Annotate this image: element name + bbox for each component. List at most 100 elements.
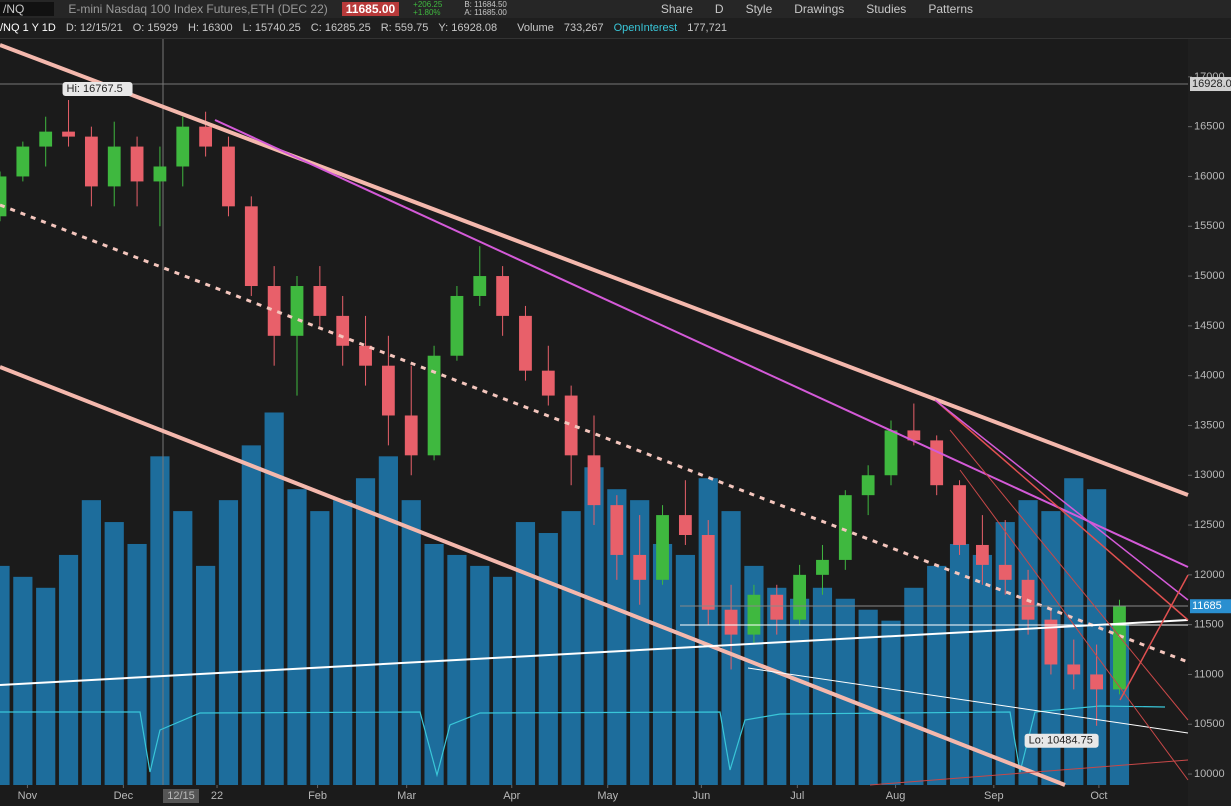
y-tick-label: 11500 <box>1194 619 1224 631</box>
toolbar-button[interactable]: Studies <box>866 2 907 16</box>
chart-title: /NQ 1 Y 1D <box>0 22 56 34</box>
hi-badge <box>62 82 133 97</box>
volume-bar <box>173 511 193 785</box>
trend-line <box>0 203 1189 664</box>
candle-body <box>39 131 53 147</box>
volume-bar <box>333 500 353 785</box>
candle-body <box>701 535 715 610</box>
candle-body <box>1044 619 1058 665</box>
toolbar-button[interactable]: D <box>714 2 724 16</box>
volume-bar <box>13 576 33 785</box>
x-tick-label: Oct <box>1090 790 1107 802</box>
candle-body <box>541 370 555 396</box>
candle-body <box>0 176 7 217</box>
trend-line <box>747 667 1189 734</box>
volume-bar <box>1087 489 1107 785</box>
symbol-input[interactable]: /NQ <box>0 2 55 16</box>
toolbar-buttons: Share D Style Drawings Studies Patterns <box>661 2 995 16</box>
volume-bar <box>196 565 216 785</box>
volume-bar <box>1018 500 1038 785</box>
y-tick-label: 10500 <box>1194 718 1225 730</box>
volume-bar <box>515 522 536 785</box>
open-interest-line <box>0 705 1166 778</box>
toolbar-button[interactable]: Drawings <box>794 2 845 16</box>
hi-label: Hi: 16767.5 <box>67 83 123 95</box>
candle-body <box>290 286 304 336</box>
x-tick-label: Sep <box>984 790 1004 802</box>
toolbar-button[interactable]: Patterns <box>928 2 974 16</box>
bid: B: 11684.50 <box>464 0 507 9</box>
ohlc-field: H: 16300 <box>187 22 233 34</box>
trend-line <box>0 619 1189 686</box>
candle-body <box>770 594 784 620</box>
trend-line <box>0 365 1066 787</box>
volume-bar <box>218 500 239 785</box>
candle-body <box>244 206 258 287</box>
candle-body <box>16 146 30 177</box>
toolbar-button[interactable]: Style <box>745 2 773 16</box>
candle-body <box>176 126 190 167</box>
candle-body <box>427 355 441 456</box>
info-bar: /NQ 1 Y 1D D: 12/15/21 O: 15929 H: 16300 L:… <box>0 18 1231 39</box>
candle-body <box>130 146 144 182</box>
candle-body <box>884 430 898 476</box>
crosshair-badge <box>163 789 199 803</box>
volume-bar <box>447 554 467 785</box>
y-tick-label: 16500 <box>1194 121 1225 133</box>
volume-bar <box>470 565 490 785</box>
volume-bar <box>995 522 1015 785</box>
price-marker-badge <box>1190 599 1231 614</box>
y-tick-label: 13500 <box>1194 419 1225 431</box>
x-tick-label: 22 <box>211 790 223 802</box>
y-tick-label: 15500 <box>1194 220 1225 232</box>
volume-bar <box>904 587 924 785</box>
toolbar-button[interactable]: Share <box>660 2 693 16</box>
x-tick-label: Feb <box>308 790 327 802</box>
y-tick-label: 15000 <box>1194 270 1225 282</box>
last-price: 11685.00 <box>341 2 400 16</box>
candle-body <box>450 295 464 356</box>
volume-bar <box>58 554 79 785</box>
oi-label: OpenInterest <box>613 22 678 34</box>
y-tick-label: 10000 <box>1194 768 1225 780</box>
candle-body <box>336 315 350 346</box>
candle-body <box>313 286 327 316</box>
trend-line <box>959 469 1189 781</box>
price-marker-label: 16928.08 <box>1192 78 1231 90</box>
crosshair-label: 12/15 <box>167 790 195 802</box>
volume-bar <box>652 543 673 785</box>
oi-value: 177,721 <box>687 22 727 34</box>
candle-body <box>953 485 966 545</box>
volume-bar <box>287 489 307 785</box>
candle-body <box>747 594 761 635</box>
change-pct: +1.80% <box>413 8 441 17</box>
candle-body <box>816 559 829 575</box>
volume-bar <box>881 620 901 785</box>
x-tick-label: Mar <box>397 790 416 802</box>
candle-body <box>793 574 807 620</box>
candle-body <box>633 554 647 580</box>
volume-bar <box>241 445 261 785</box>
volume-bar <box>355 478 376 785</box>
description: E-mini Nasdaq 100 Index Futures,ETH (DEC… <box>68 2 328 16</box>
candle-body <box>998 564 1012 580</box>
volume-bar <box>949 543 970 785</box>
price-axis-bg <box>1188 38 1231 806</box>
change: +206.25 <box>413 0 443 9</box>
toolbar: /NQ E-mini Nasdaq 100 Index Futures,ETH … <box>0 0 1231 18</box>
candle-body <box>610 505 624 555</box>
candle-body <box>473 276 487 296</box>
volume-bar <box>607 489 627 785</box>
trend-line <box>934 399 1189 601</box>
x-tick-label: Jun <box>693 790 711 802</box>
volume-bar <box>972 554 992 785</box>
candle-body <box>656 515 669 580</box>
candle-body <box>84 136 98 187</box>
volume-bar <box>81 500 101 785</box>
trend-line <box>214 119 1189 568</box>
volume-bar <box>790 598 810 785</box>
volume-bar <box>835 598 855 785</box>
ohlc-field: L: 15740.25 <box>242 22 301 34</box>
candle-body <box>62 131 75 137</box>
